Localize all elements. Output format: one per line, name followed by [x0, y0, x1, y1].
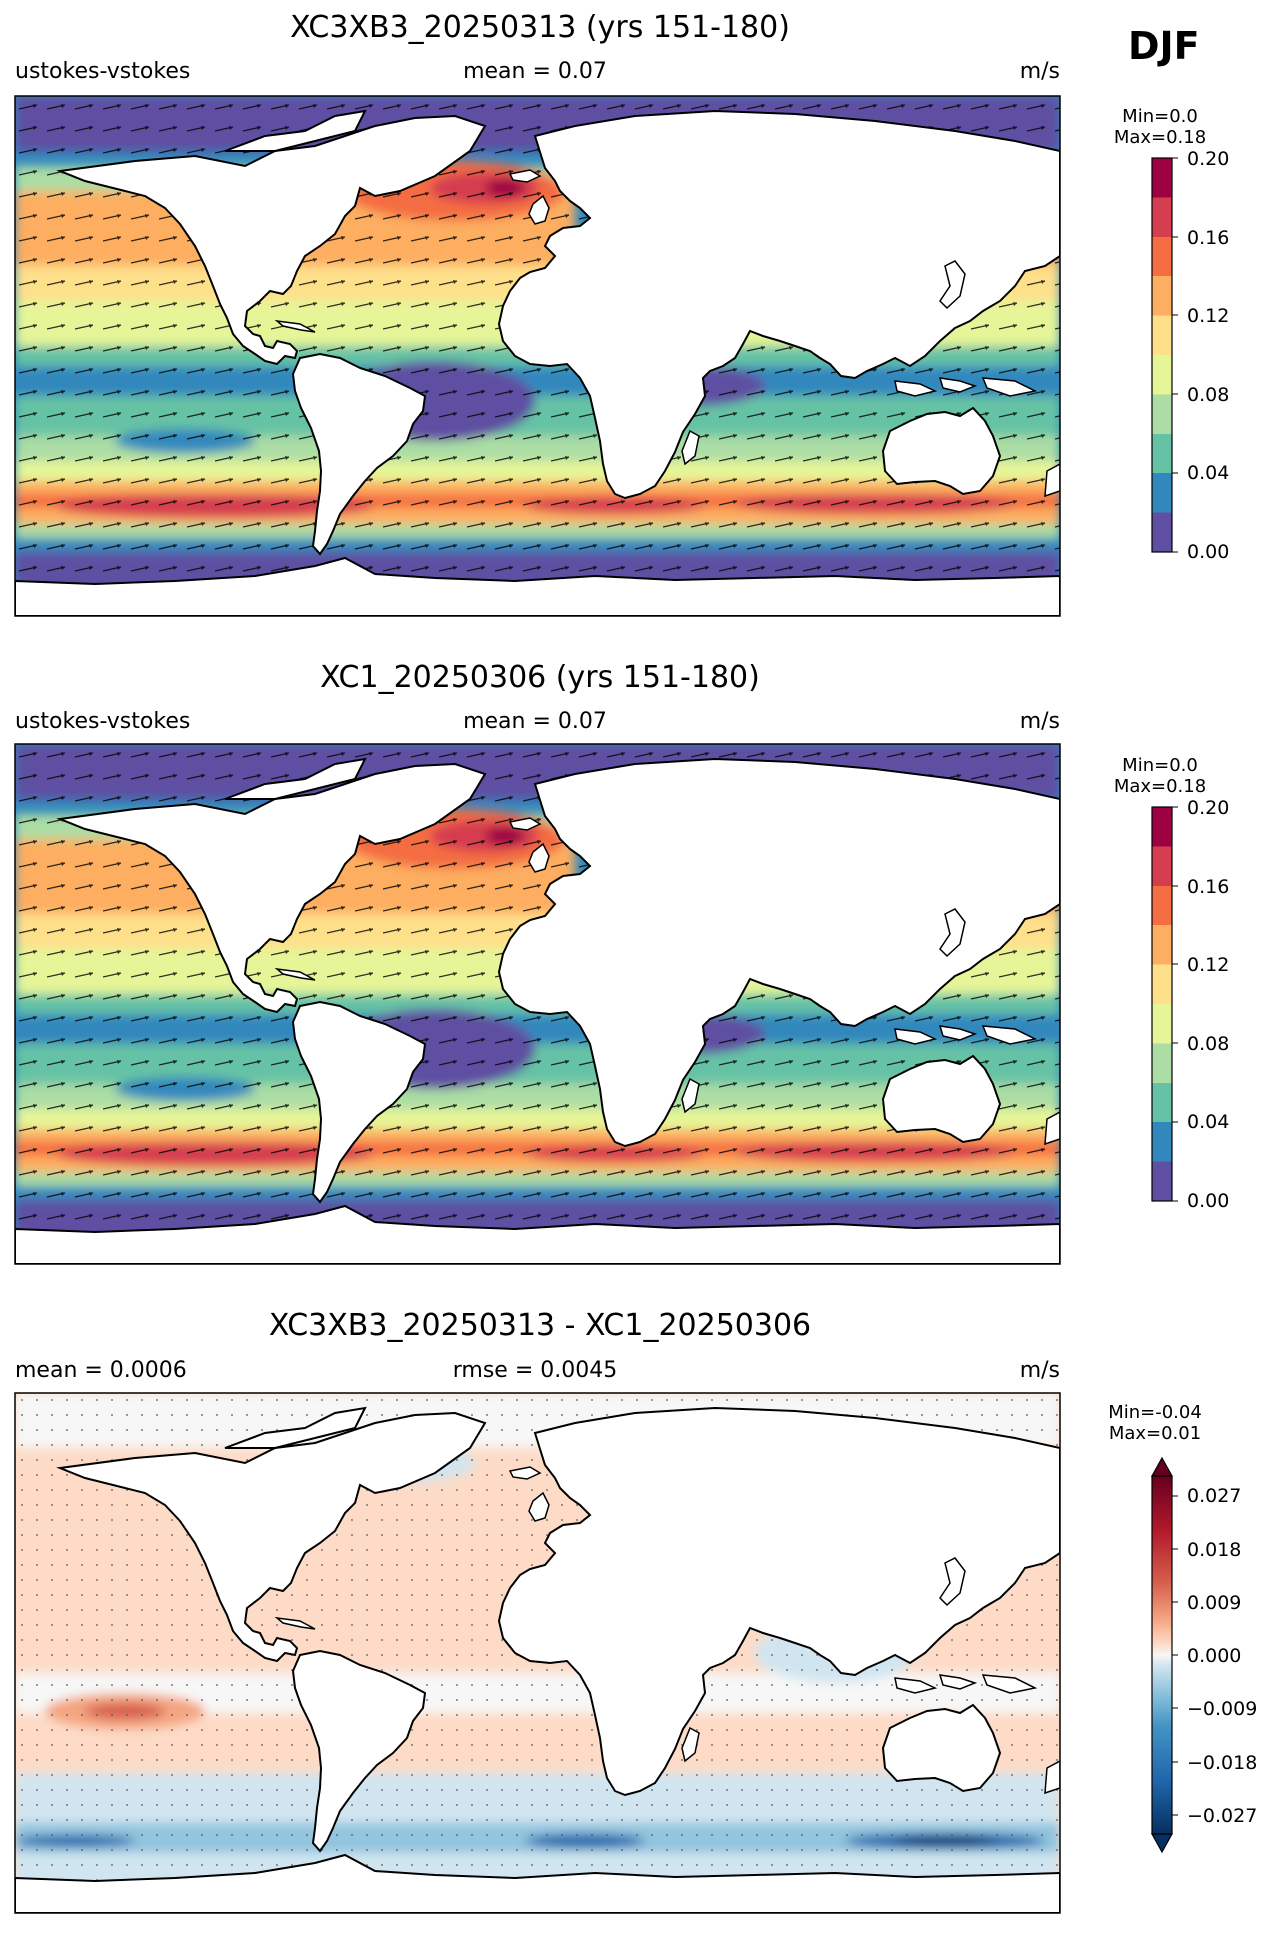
colorbar2-tick-label: 0.08 — [1187, 1033, 1230, 1055]
panel3-map — [14, 1392, 1061, 1914]
colorbar3-tick-label: 0.018 — [1187, 1539, 1242, 1561]
colorbar1-tick-label: 0.08 — [1187, 384, 1230, 406]
colorbar1-tick-label: 0.20 — [1187, 148, 1230, 170]
panel1-min-label: Min=0.0 — [1122, 106, 1198, 127]
colorbar1-tick-label: 0.04 — [1187, 462, 1230, 484]
colorbar2-tick-label: 0.16 — [1187, 876, 1230, 898]
panel3-rmse-label: rmse = 0.0045 — [452, 1358, 618, 1383]
colorbar2-tick-label: 0.20 — [1187, 797, 1230, 819]
colorbar3-tick-label: −0.009 — [1187, 1698, 1258, 1720]
colorbar1-tick-label: 0.16 — [1187, 227, 1230, 249]
panel3-units-label: m/s — [1019, 1358, 1060, 1383]
panel2-max-label: Max=0.18 — [1113, 776, 1207, 797]
panel1-mean-label: mean = 0.07 — [463, 59, 607, 84]
panel1-colorbar — [1151, 157, 1178, 553]
panel1-variable-label: ustokes-vstokes — [15, 59, 191, 84]
colorbar3-tick-label: 0.027 — [1187, 1485, 1242, 1507]
panel2-units-label: m/s — [1019, 709, 1060, 734]
colorbar3-tick-label: −0.027 — [1187, 1805, 1258, 1827]
colorbar3-tick-label: 0.009 — [1187, 1592, 1242, 1614]
panel2-map — [14, 743, 1061, 1265]
colorbar1-tick-label: 0.00 — [1187, 541, 1230, 563]
panel1-max-label: Max=0.18 — [1113, 127, 1207, 148]
panel2-colorbar — [1151, 806, 1178, 1202]
colorbar3-tick-label: 0.000 — [1187, 1645, 1242, 1667]
panel1-map — [14, 95, 1061, 617]
panel3-min-label: Min=-0.04 — [1108, 1402, 1202, 1423]
panel3-title: XC3XB3_20250313 - XC1_20250306 — [268, 1308, 812, 1343]
panel1-units-label: m/s — [1019, 59, 1060, 84]
panel2-variable-label: ustokes-vstokes — [15, 709, 191, 734]
colorbar3-tick-label: −0.018 — [1187, 1752, 1258, 1774]
panel3-max-label: Max=0.01 — [1108, 1423, 1202, 1444]
colorbar2-tick-label: 0.12 — [1187, 954, 1230, 976]
panel2-title: XC1_20250306 (yrs 151-180) — [320, 660, 760, 695]
colorbar2-tick-label: 0.00 — [1187, 1190, 1230, 1212]
panel2-mean-label: mean = 0.07 — [463, 709, 607, 734]
colorbar1-tick-label: 0.12 — [1187, 305, 1230, 327]
panel3-mean-label: mean = 0.0006 — [15, 1358, 187, 1383]
season-label: DJF — [1128, 24, 1200, 68]
panel1-title: XC3XB3_20250313 (yrs 151-180) — [290, 10, 790, 45]
panel2-min-label: Min=0.0 — [1122, 755, 1198, 776]
colorbar2-tick-label: 0.04 — [1187, 1111, 1230, 1133]
panel3-colorbar — [1150, 1456, 1178, 1854]
